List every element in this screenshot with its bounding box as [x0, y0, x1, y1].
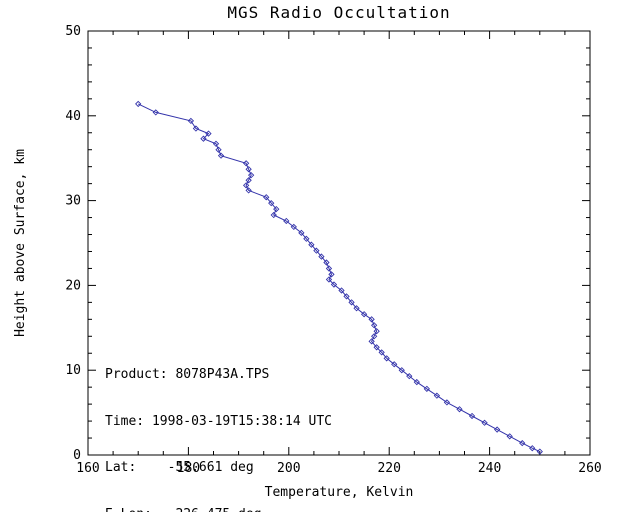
annotation-product: Product: 8078P43A.TPS	[105, 367, 270, 382]
data-point-marker	[536, 448, 543, 455]
data-point-marker	[212, 140, 220, 147]
data-point-marker	[443, 399, 451, 406]
data-point-marker	[248, 172, 255, 179]
data-point-marker	[368, 316, 375, 323]
plot-area: 160 180 200 220 240 260 0 10 20 30 40 50	[65, 24, 601, 476]
data-point-marker	[215, 146, 222, 153]
data-point-marker	[245, 166, 252, 173]
data-point-marker	[313, 247, 320, 254]
data-point-marker	[398, 367, 405, 374]
data-point-marker	[273, 205, 280, 213]
annotation-time: Time: 1998-03-19T15:38:14 UTC	[105, 413, 332, 429]
data-point-marker	[383, 355, 390, 362]
y-tick-label: 10	[65, 363, 81, 378]
data-point-marker	[290, 223, 297, 231]
data-point-marker	[205, 130, 212, 137]
annotation-elon: E Lon: 226.475 deg	[105, 507, 332, 512]
chart-title: MGS Radio Occultation	[227, 3, 450, 22]
data-point-marker	[343, 293, 350, 300]
data-point-marker	[192, 125, 200, 132]
data-point-marker	[245, 177, 252, 184]
data-point-marker	[325, 265, 333, 272]
data-point-marker	[328, 271, 335, 278]
data-point-marker	[519, 439, 526, 447]
data-point-marker	[270, 211, 277, 219]
data-point-marker	[456, 406, 463, 413]
y-tick-label: 20	[65, 278, 81, 293]
data-point-marker	[413, 378, 420, 386]
y-tick-label: 50	[65, 24, 81, 39]
data-point-marker	[368, 338, 375, 345]
data-point-marker	[391, 361, 398, 368]
data-point-marker	[318, 253, 325, 260]
data-point-marker	[378, 349, 385, 356]
data-point-marker	[303, 235, 310, 242]
annotation-block: Product: 8078P43A.TPS Time: 1998-03-19T1…	[105, 336, 332, 512]
data-point-marker	[406, 372, 413, 380]
data-point-marker	[353, 305, 360, 312]
y-axis-label: Height above Surface, km	[13, 149, 28, 337]
data-point-marker	[217, 152, 225, 159]
data-point-marker	[468, 412, 476, 420]
data-point-marker	[323, 259, 330, 266]
data-point-marker	[493, 426, 501, 433]
x-tick-label: 260	[578, 461, 601, 476]
data-point-marker	[135, 100, 142, 108]
data-point-marker	[373, 328, 380, 335]
y-tick-label: 30	[65, 194, 81, 209]
data-point-marker	[506, 433, 513, 440]
data-point-marker	[242, 182, 250, 189]
data-point-marker	[187, 117, 195, 125]
x-tick-label: 240	[478, 461, 501, 476]
x-tick-label: 220	[377, 461, 400, 476]
y-tick-label: 0	[73, 448, 81, 463]
x-tick-label: 200	[277, 461, 300, 476]
data-point-marker	[371, 333, 378, 340]
annotation-lat: Lat: -55.661 deg	[105, 460, 254, 475]
data-point-marker	[373, 344, 380, 351]
data-point-marker	[433, 392, 441, 399]
data-point-marker	[360, 311, 368, 318]
data-point-marker	[308, 241, 315, 248]
y-tick-label: 40	[65, 109, 81, 124]
x-tick-label: 180	[177, 461, 200, 476]
data-point-marker	[348, 299, 355, 306]
data-point-marker	[338, 287, 345, 294]
data-point-marker	[283, 217, 290, 225]
data-point-marker	[330, 281, 338, 288]
data-point-marker	[152, 109, 159, 116]
data-point-marker	[242, 160, 250, 167]
data-point-marker	[529, 445, 536, 452]
data-point-marker	[298, 229, 305, 236]
data-point-marker	[325, 276, 333, 283]
x-tick-label: 160	[76, 461, 99, 476]
data-point-marker	[245, 187, 252, 194]
data-point-marker	[263, 194, 270, 201]
data-point-marker	[423, 385, 430, 392]
data-point-marker	[268, 200, 275, 207]
data-point-marker	[200, 135, 207, 142]
data-point-marker	[371, 322, 378, 329]
data-point-marker	[481, 419, 488, 426]
x-axis-label: Temperature, Kelvin	[265, 485, 414, 500]
